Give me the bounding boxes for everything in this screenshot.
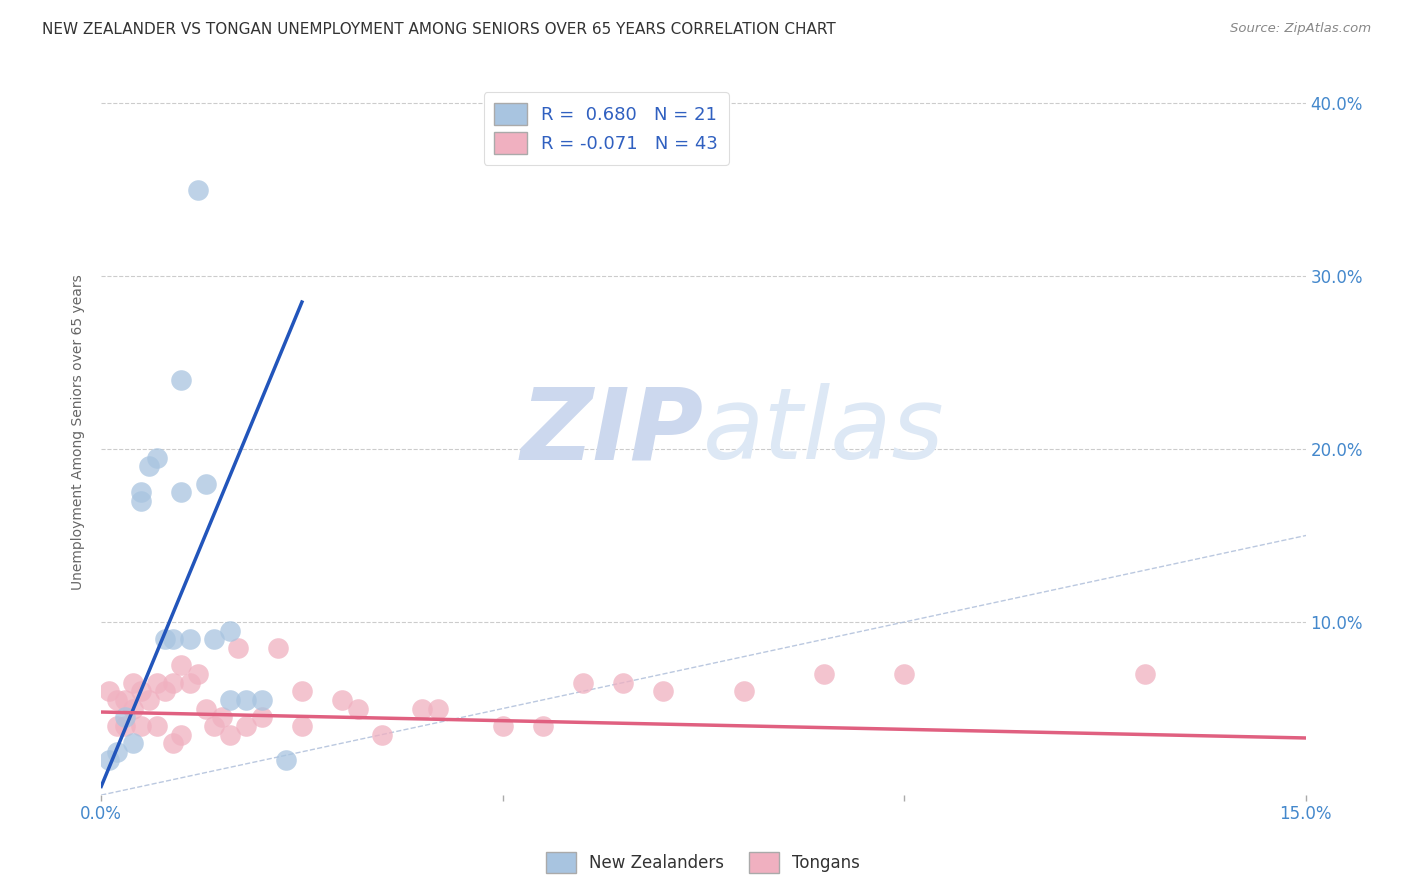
- Point: [131, 485, 153, 500]
- Point: [170, 373, 193, 387]
- Point: [813, 667, 835, 681]
- Point: [211, 710, 233, 724]
- Point: [235, 719, 257, 733]
- Point: [162, 675, 184, 690]
- Point: [267, 640, 290, 655]
- Point: [194, 701, 217, 715]
- Point: [155, 684, 177, 698]
- Point: [170, 727, 193, 741]
- Point: [531, 719, 554, 733]
- Point: [122, 675, 145, 690]
- Point: [187, 667, 209, 681]
- Point: [114, 693, 136, 707]
- Point: [274, 754, 297, 768]
- Point: [371, 727, 394, 741]
- Point: [411, 701, 433, 715]
- Point: [138, 459, 160, 474]
- Point: [1133, 667, 1156, 681]
- Point: [194, 476, 217, 491]
- Point: [146, 719, 169, 733]
- Point: [114, 710, 136, 724]
- Point: [105, 719, 128, 733]
- Point: [250, 693, 273, 707]
- Point: [347, 701, 370, 715]
- Legend: R =  0.680   N = 21, R = -0.071   N = 43: R = 0.680 N = 21, R = -0.071 N = 43: [484, 92, 730, 165]
- Point: [291, 719, 314, 733]
- Point: [131, 494, 153, 508]
- Point: [98, 684, 121, 698]
- Point: [155, 632, 177, 647]
- Text: ZIP: ZIP: [520, 384, 703, 480]
- Point: [218, 693, 240, 707]
- Point: [105, 745, 128, 759]
- Point: [235, 693, 257, 707]
- Y-axis label: Unemployment Among Seniors over 65 years: Unemployment Among Seniors over 65 years: [72, 274, 86, 590]
- Point: [612, 675, 634, 690]
- Point: [572, 675, 595, 690]
- Point: [170, 485, 193, 500]
- Point: [138, 693, 160, 707]
- Legend: New Zealanders, Tongans: New Zealanders, Tongans: [538, 846, 868, 880]
- Point: [122, 736, 145, 750]
- Point: [330, 693, 353, 707]
- Point: [131, 719, 153, 733]
- Point: [202, 719, 225, 733]
- Text: Source: ZipAtlas.com: Source: ZipAtlas.com: [1230, 22, 1371, 36]
- Point: [218, 624, 240, 638]
- Point: [291, 684, 314, 698]
- Point: [218, 727, 240, 741]
- Point: [114, 719, 136, 733]
- Point: [105, 693, 128, 707]
- Point: [492, 719, 515, 733]
- Text: atlas: atlas: [703, 384, 945, 480]
- Text: NEW ZEALANDER VS TONGAN UNEMPLOYMENT AMONG SENIORS OVER 65 YEARS CORRELATION CHA: NEW ZEALANDER VS TONGAN UNEMPLOYMENT AMO…: [42, 22, 837, 37]
- Point: [179, 675, 201, 690]
- Point: [122, 701, 145, 715]
- Point: [162, 736, 184, 750]
- Point: [226, 640, 249, 655]
- Point: [146, 450, 169, 465]
- Point: [187, 183, 209, 197]
- Point: [162, 632, 184, 647]
- Point: [131, 684, 153, 698]
- Point: [146, 675, 169, 690]
- Point: [98, 754, 121, 768]
- Point: [250, 710, 273, 724]
- Point: [170, 658, 193, 673]
- Point: [893, 667, 915, 681]
- Point: [733, 684, 755, 698]
- Point: [202, 632, 225, 647]
- Point: [179, 632, 201, 647]
- Point: [427, 701, 450, 715]
- Point: [652, 684, 675, 698]
